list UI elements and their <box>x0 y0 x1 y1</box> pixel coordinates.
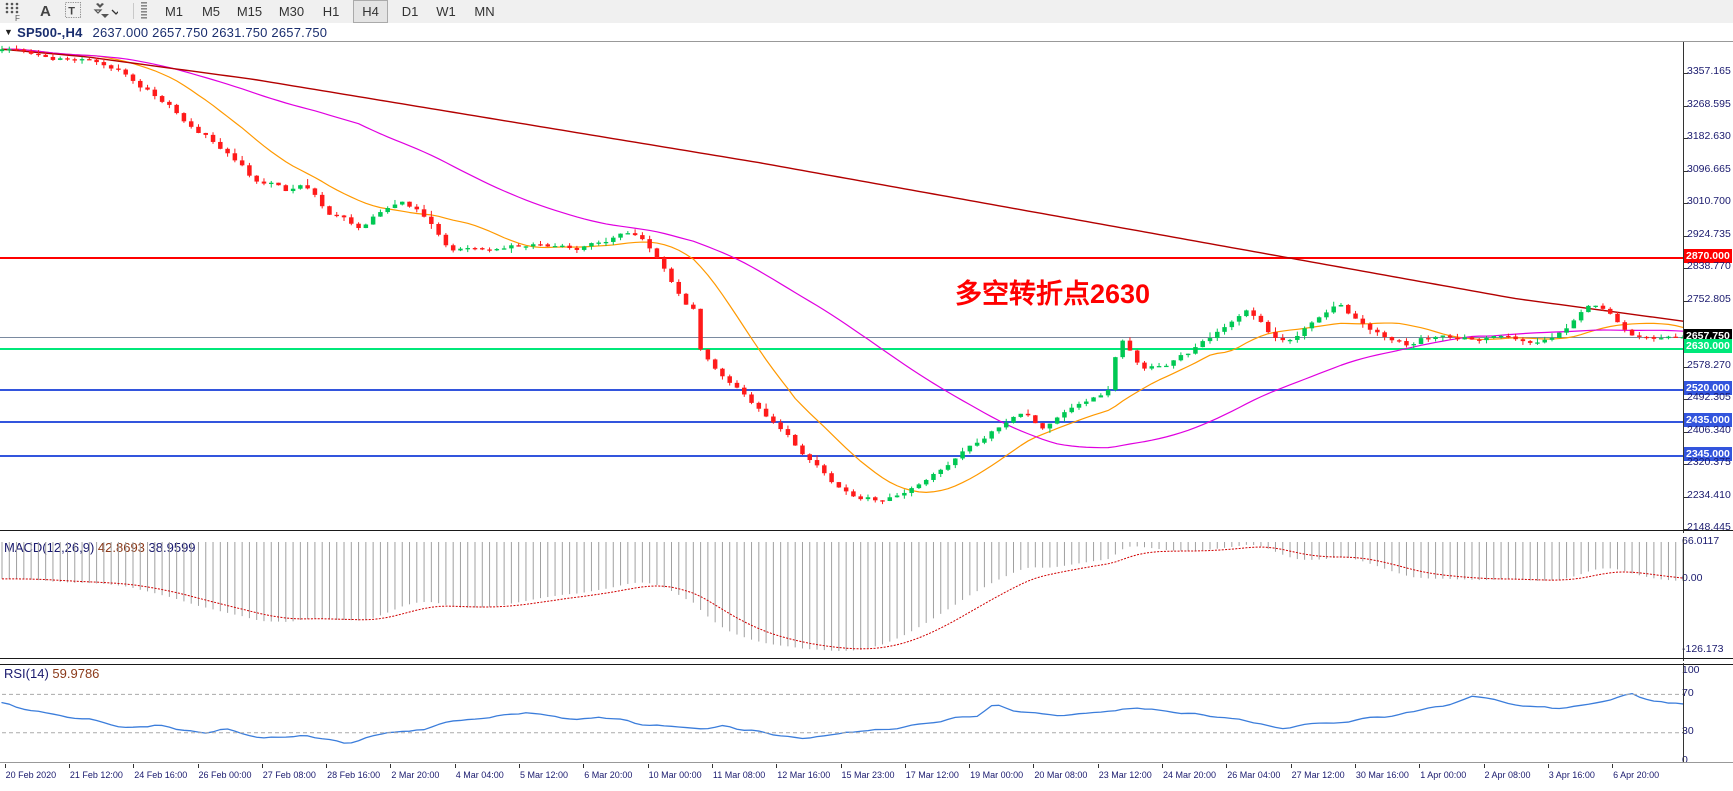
svg-text:T: T <box>68 5 75 17</box>
svg-text:F: F <box>15 14 20 21</box>
